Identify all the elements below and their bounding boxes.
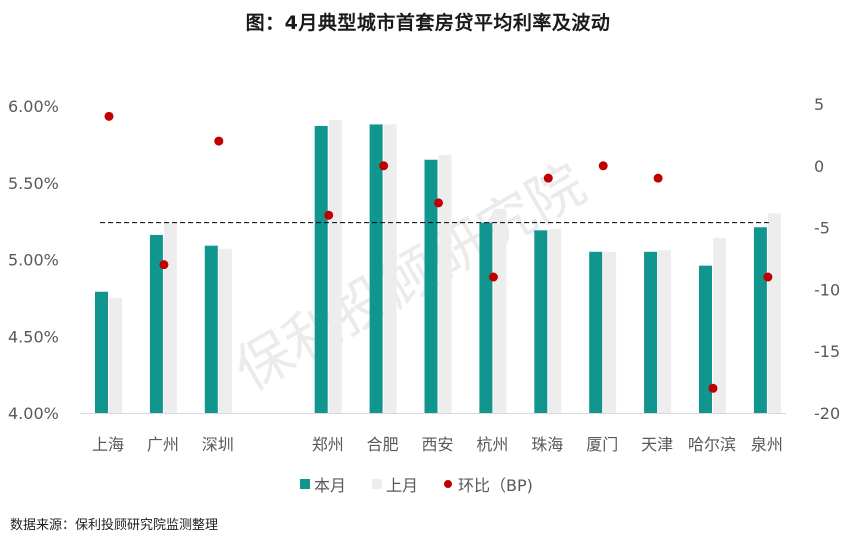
legend-label-current: 本月: [314, 476, 347, 495]
left-axis-tick: 4.50%: [8, 327, 59, 346]
bar-current-month: [479, 222, 493, 413]
change-bp-dot: [708, 383, 718, 393]
bar-current-month: [424, 159, 438, 413]
x-axis-category-label: 泉州: [751, 435, 783, 454]
bar-previous-month: [713, 238, 726, 413]
bar-previous-month: [163, 222, 177, 413]
bar-current-month: [149, 234, 163, 413]
x-axis-category-label: 深圳: [202, 435, 234, 454]
legend-item-previous: 上月: [372, 472, 418, 496]
legend-swatch-current-icon: [300, 479, 310, 489]
right-axis-tick: -10: [814, 280, 840, 299]
change-bp-dot: [214, 136, 224, 146]
x-axis-category-label: 西安: [421, 435, 453, 454]
change-bp-dot: [159, 260, 169, 270]
x-axis-category-label: 哈尔滨: [688, 435, 736, 454]
legend-label-change: 环比（BP): [458, 476, 533, 495]
bar-current-month: [204, 245, 218, 413]
left-axis-tick: 4.00%: [8, 404, 59, 423]
bar-current-month: [534, 230, 548, 413]
bar-previous-month: [493, 208, 507, 413]
legend-item-change: 环比（BP): [444, 472, 533, 496]
data-source-note: 数据来源：保利投顾研究院监测整理: [10, 518, 219, 533]
change-bp-dot: [543, 173, 553, 183]
left-axis-tick: 5.50%: [8, 174, 59, 193]
bar-current-month: [589, 251, 603, 413]
right-axis-tick: 5: [814, 95, 824, 114]
bar-current-month: [753, 227, 767, 413]
bar-previous-month: [548, 228, 562, 413]
change-bp-dot: [488, 272, 498, 282]
change-bp-dot: [104, 111, 114, 121]
bar-previous-month: [218, 248, 232, 413]
change-bp-dot: [379, 161, 389, 171]
bar-previous-month: [383, 124, 397, 414]
change-bp-dot: [434, 198, 443, 208]
x-axis-category-label: 天津: [641, 435, 673, 454]
legend: 本月 上月 环比（BP): [300, 472, 559, 496]
legend-label-previous: 上月: [386, 476, 419, 495]
bar-current-month: [644, 251, 658, 413]
bar-previous-month: [109, 297, 122, 413]
legend-item-current: 本月: [300, 472, 346, 496]
legend-dot-change-icon: [444, 480, 453, 488]
right-axis-tick: -15: [814, 342, 840, 361]
bar-previous-month: [328, 119, 342, 413]
chart-title: 图：4月典型城市首套房贷平均利率及波动: [245, 12, 611, 34]
x-axis-category-label: 厦门: [586, 435, 618, 454]
bar-current-month: [699, 265, 712, 413]
right-axis-tick: -20: [814, 404, 840, 423]
left-axis-tick: 5.00%: [8, 251, 59, 270]
change-bp-dot: [653, 173, 663, 183]
x-axis-category-label: 郑州: [312, 435, 344, 454]
left-axis-tick: 6.00%: [8, 97, 59, 116]
bar-previous-month: [603, 251, 617, 413]
right-axis-tick: 0: [814, 157, 824, 176]
x-axis-category-label: 珠海: [531, 435, 563, 454]
change-bp-dot: [324, 210, 334, 220]
bar-previous-month: [767, 213, 781, 413]
bar-current-month: [95, 291, 108, 413]
x-axis-category-label: 杭州: [476, 435, 508, 454]
bar-current-month: [314, 125, 328, 413]
bar-current-month: [369, 124, 383, 414]
right-axis-tick: -5: [814, 219, 830, 238]
change-bp-dot: [763, 272, 773, 282]
x-axis-category-label: 广州: [147, 435, 179, 454]
change-bp-dot: [598, 161, 608, 171]
legend-swatch-previous-icon: [372, 479, 383, 489]
bar-previous-month: [658, 250, 672, 413]
x-axis-category-label: 上海: [92, 435, 124, 454]
bar-previous-month: [438, 155, 452, 413]
x-axis-category-label: 合肥: [367, 435, 399, 454]
